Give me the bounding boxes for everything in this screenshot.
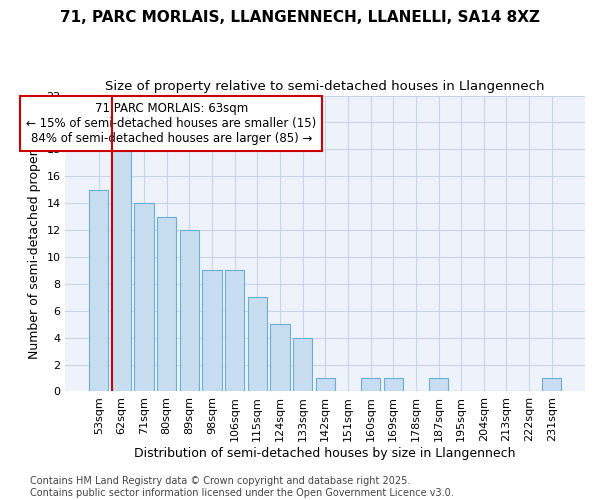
Bar	[316, 378, 335, 392]
Bar	[248, 298, 267, 392]
Bar	[89, 190, 109, 392]
Bar	[361, 378, 380, 392]
Bar	[225, 270, 244, 392]
Bar	[134, 203, 154, 392]
X-axis label: Distribution of semi-detached houses by size in Llangennech: Distribution of semi-detached houses by …	[134, 447, 516, 460]
Text: 71 PARC MORLAIS: 63sqm
← 15% of semi-detached houses are smaller (15)
84% of sem: 71 PARC MORLAIS: 63sqm ← 15% of semi-det…	[26, 102, 316, 146]
Bar	[180, 230, 199, 392]
Bar	[112, 150, 131, 392]
Title: Size of property relative to semi-detached houses in Llangennech: Size of property relative to semi-detach…	[106, 80, 545, 93]
Bar	[202, 270, 221, 392]
Text: 71, PARC MORLAIS, LLANGENNECH, LLANELLI, SA14 8XZ: 71, PARC MORLAIS, LLANGENNECH, LLANELLI,…	[60, 10, 540, 25]
Bar	[293, 338, 312, 392]
Text: Contains HM Land Registry data © Crown copyright and database right 2025.
Contai: Contains HM Land Registry data © Crown c…	[30, 476, 454, 498]
Bar	[542, 378, 562, 392]
Y-axis label: Number of semi-detached properties: Number of semi-detached properties	[28, 128, 41, 359]
Bar	[429, 378, 448, 392]
Bar	[383, 378, 403, 392]
Bar	[271, 324, 290, 392]
Bar	[157, 216, 176, 392]
